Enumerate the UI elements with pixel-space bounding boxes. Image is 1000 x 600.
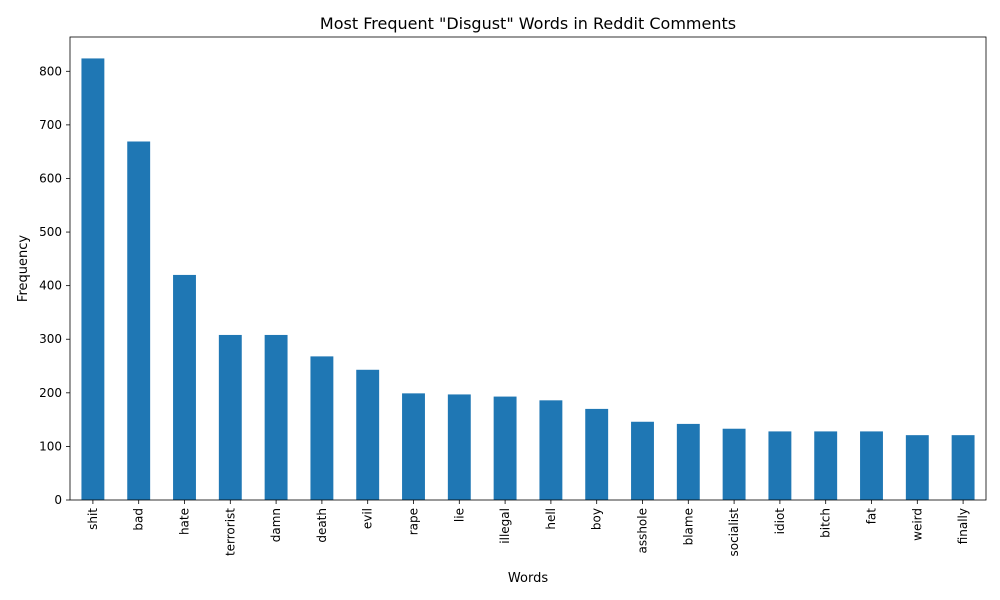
bar-lie — [447, 394, 471, 500]
bar-boy — [585, 408, 609, 500]
bar-shit — [81, 58, 105, 501]
x-tick-label-hate: hate — [178, 508, 192, 535]
x-tick-label-weird: weird — [910, 508, 924, 541]
bar-terrorist — [218, 334, 242, 500]
bar-illegal — [493, 396, 517, 500]
bar-socialist — [722, 428, 746, 500]
x-tick-label-bad: bad — [132, 508, 146, 531]
x-tick-label-shit: shit — [86, 508, 100, 530]
y-axis: 0 100 200 300 400 500 600 700 800 — [39, 64, 70, 507]
x-tick-label-rape: rape — [407, 508, 421, 535]
bar-finally — [951, 435, 975, 500]
x-tick-label-death: death — [315, 508, 329, 543]
chart-title: Most Frequent "Disgust" Words in Reddit … — [320, 14, 736, 33]
x-tick-label-finally: finally — [956, 508, 970, 544]
bar-weird — [905, 435, 929, 500]
x-tick-label-asshole: asshole — [636, 508, 650, 554]
bar-bad — [127, 141, 151, 500]
bar-rape — [402, 393, 425, 500]
x-tick-label-lie: lie — [452, 508, 466, 522]
y-tick-label: 100 — [39, 439, 62, 453]
x-tick-label-evil: evil — [361, 508, 375, 529]
x-tick-label-blame: blame — [681, 508, 695, 545]
y-axis-label: Frequency — [16, 235, 31, 302]
y-tick-label: 700 — [39, 118, 62, 132]
x-tick-label-boy: boy — [590, 508, 604, 530]
x-tick-label-idiot: idiot — [773, 508, 787, 535]
bar-asshole — [631, 421, 654, 500]
x-tick-label-terrorist: terrorist — [223, 508, 237, 556]
bar-blame — [676, 423, 700, 500]
x-tick-label-illegal: illegal — [498, 508, 512, 544]
bar-death — [310, 356, 334, 500]
x-tick-label-fat: fat — [865, 508, 879, 525]
bars-group — [81, 58, 975, 501]
x-tick-label-socialist: socialist — [727, 508, 741, 557]
x-axis-label: Words — [508, 571, 548, 586]
bar-fat — [860, 431, 883, 500]
bar-hate — [173, 274, 196, 500]
plot-frame — [69, 36, 987, 501]
bar-evil — [356, 369, 380, 500]
y-tick-label: 500 — [39, 225, 62, 239]
y-tick-label: 0 — [54, 493, 62, 507]
y-tick-label: 600 — [39, 171, 62, 185]
x-tick-label-bitch: bitch — [819, 508, 833, 538]
x-tick-label-hell: hell — [544, 508, 558, 530]
bar-bitch — [814, 431, 838, 500]
y-tick-label: 200 — [39, 386, 62, 400]
x-axis: shit bad hate terrorist damn death evil rape lie… — [86, 500, 970, 557]
x-tick-label-damn: damn — [269, 508, 283, 542]
bar-damn — [264, 334, 288, 500]
bar-hell — [539, 400, 563, 500]
y-tick-label: 800 — [39, 64, 62, 78]
bar-idiot — [768, 431, 792, 500]
y-tick-label: 300 — [39, 332, 62, 346]
y-tick-label: 400 — [39, 279, 62, 293]
